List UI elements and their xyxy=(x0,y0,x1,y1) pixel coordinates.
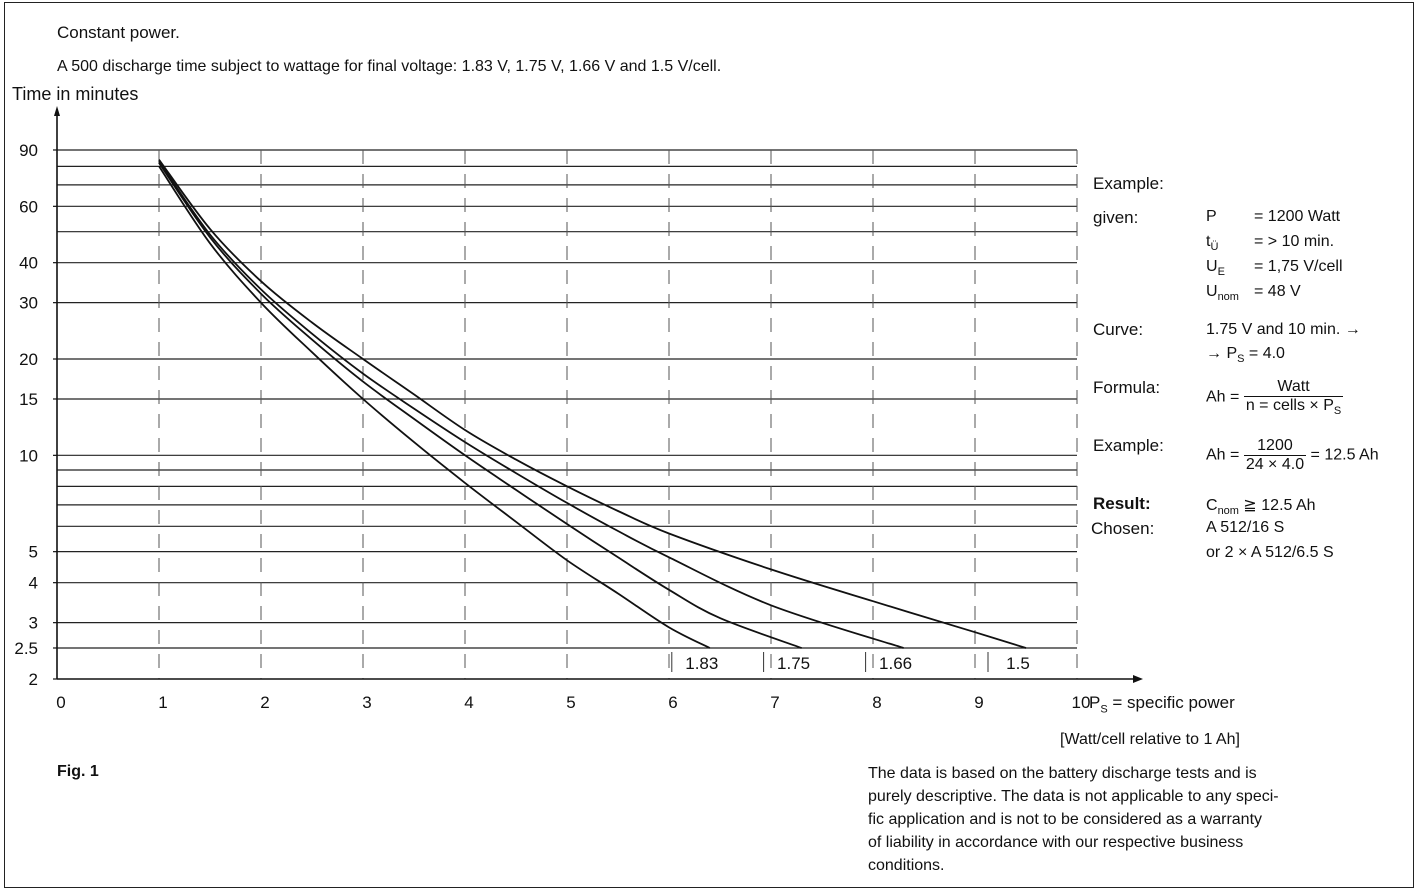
x-tick-label: 0 xyxy=(56,693,65,712)
chosen-label: Chosen: xyxy=(1091,519,1155,538)
given-value: = 1,75 V/cell xyxy=(1254,258,1343,275)
chosen-line-2: or 2 × A 512/6.5 S xyxy=(1206,544,1334,561)
x-tick-label: 4 xyxy=(464,693,473,712)
header-line-1: Constant power. xyxy=(57,23,180,42)
result-label: Result: xyxy=(1093,494,1151,513)
x-tick-label: 6 xyxy=(668,693,677,712)
y-tick-label: 90 xyxy=(19,141,38,160)
disclaimer-line: of liability in accordance with our resp… xyxy=(868,834,1244,851)
given-symbol: P xyxy=(1206,208,1217,225)
x-tick-labels: 0 1 2 3 4 5 6 7 8 9 10 xyxy=(56,693,1090,712)
y-tick-label: 2 xyxy=(29,670,38,689)
result-value: Cnom ≧ 12.5 Ah xyxy=(1206,497,1316,518)
disclaimer: The data is based on the battery dischar… xyxy=(868,762,1279,877)
series-end-label: 1.83 xyxy=(685,654,718,673)
series-line-1-66 xyxy=(158,160,904,649)
given-value: = 48 V xyxy=(1254,283,1301,300)
y-tick-label: 2.5 xyxy=(14,639,38,658)
y-tick-label: 5 xyxy=(29,543,38,562)
formula-label: Formula: xyxy=(1093,378,1161,397)
x-axis-units: [Watt/cell relative to 1 Ah] xyxy=(1060,731,1240,748)
y-tick-labels: 2 2.5 3 4 5 10 15 20 30 40 60 90 xyxy=(14,141,57,689)
y-tick-label: 40 xyxy=(19,254,38,273)
x-tick-label: 3 xyxy=(362,693,371,712)
chosen-line-1: A 512/16 S xyxy=(1206,519,1285,536)
y-axis-arrow xyxy=(54,106,60,116)
formula: Ah = Watt n = cells × PS xyxy=(1206,378,1344,418)
axes xyxy=(54,106,1143,683)
series-line-1-83 xyxy=(158,165,711,649)
y-tick-label: 4 xyxy=(29,574,38,593)
given-label: given: xyxy=(1093,208,1139,227)
x-axis-arrow xyxy=(1133,675,1143,683)
grid-vertical xyxy=(158,149,1078,679)
y-tick-label: 20 xyxy=(19,350,38,369)
example2-label: Example: xyxy=(1093,436,1164,455)
x-tick-label: 1 xyxy=(158,693,167,712)
series-end-label: 1.75 xyxy=(777,654,810,673)
series-lines xyxy=(158,159,1027,649)
x-tick-label: 5 xyxy=(566,693,575,712)
disclaimer-line: fic application and is not to be conside… xyxy=(868,811,1263,828)
x-tick-label: 2 xyxy=(260,693,269,712)
given-symbol: UE xyxy=(1206,258,1225,279)
header-line-2: A 500 discharge time subject to wattage … xyxy=(57,58,722,75)
y-tick-label: 30 xyxy=(19,294,38,313)
y-tick-label: 3 xyxy=(29,614,38,633)
given-item: Unom = 48 V xyxy=(1206,283,1301,303)
given-value: = 1200 Watt xyxy=(1254,208,1341,225)
example2-formula: Ah = 1200 24 × 4.0 = 12.5 Ah xyxy=(1206,437,1379,473)
x-tick-label: 7 xyxy=(770,693,779,712)
given-value: = > 10 min. xyxy=(1254,233,1335,250)
given-item: P = 1200 Watt xyxy=(1206,208,1340,226)
x-tick-label: 10 xyxy=(1072,693,1091,712)
x-tick-label: 9 xyxy=(974,693,983,712)
disclaimer-line: purely descriptive. The data is not appl… xyxy=(868,788,1279,805)
curve-label: Curve: xyxy=(1093,320,1144,339)
y-tick-label: 10 xyxy=(19,446,38,465)
disclaimer-line: conditions. xyxy=(868,857,945,874)
given-item: UE = 1,75 V/cell xyxy=(1206,258,1343,278)
y-tick-label: 60 xyxy=(19,197,38,216)
example-heading: Example: xyxy=(1093,174,1164,193)
example2-fraction: 1200 24 × 4.0 xyxy=(1243,437,1307,473)
disclaimer-line: The data is based on the battery dischar… xyxy=(868,765,1257,782)
series-line-1-5 xyxy=(158,159,1027,649)
curve-line-1: 1.75 V and 10 min. → xyxy=(1206,321,1361,338)
x-axis-title: PS = specific power xyxy=(1089,693,1235,716)
series-end-label: 1.66 xyxy=(879,654,912,673)
y-axis-label: Time in minutes xyxy=(12,84,138,104)
series-end-label: 1.5 xyxy=(1006,654,1030,673)
given-item: tÜ = > 10 min. xyxy=(1206,233,1334,253)
figure-frame xyxy=(4,2,1414,888)
series-line-1-75 xyxy=(158,162,802,649)
curve-line-2: → PS = 4.0 xyxy=(1206,345,1285,366)
given-symbol: tÜ xyxy=(1206,233,1219,254)
figure-label: Fig. 1 xyxy=(57,763,99,780)
formula-fraction: Watt n = cells × PS xyxy=(1243,378,1344,418)
series-labels: 1.83 1.75 1.66 1.5 xyxy=(671,652,1030,673)
x-tick-label: 8 xyxy=(872,693,881,712)
y-tick-label: 15 xyxy=(19,390,38,409)
given-symbol: Unom xyxy=(1206,283,1239,304)
